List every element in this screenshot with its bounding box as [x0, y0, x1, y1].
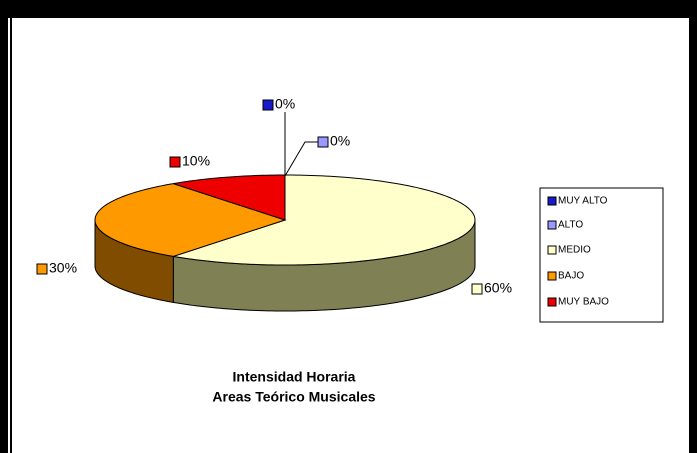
slice [173, 174, 286, 221]
legend-swatch [547, 245, 557, 255]
legend-swatch [547, 297, 557, 307]
data-label: 10% [182, 153, 210, 169]
legend-label: MUY BAJO [558, 297, 609, 308]
label-swatch [169, 156, 181, 168]
data-label: 30% [49, 260, 77, 276]
legend-label: BAJO [558, 271, 584, 282]
leader-line [284, 141, 318, 177]
label-swatch [262, 99, 274, 111]
legend-label: MEDIO [558, 245, 591, 256]
legend-box [539, 187, 664, 323]
legend-swatch [547, 196, 557, 206]
legend-label: MUY ALTO [558, 196, 608, 207]
frame-left-inner [10, 18, 12, 453]
legend-swatch [547, 271, 557, 281]
slice [173, 174, 476, 266]
data-label: 60% [484, 280, 512, 296]
slice [94, 183, 287, 257]
chart-title: Areas Teórico Musicales [212, 389, 375, 405]
chart-title: Intensidad Horaria [233, 369, 356, 385]
frame-left [0, 0, 8, 453]
label-swatch [317, 136, 329, 148]
frame-top [0, 0, 697, 18]
label-swatch [36, 263, 48, 275]
frame-right [689, 0, 697, 453]
data-label: 0% [275, 96, 295, 112]
legend-swatch [547, 220, 557, 230]
label-swatch [471, 283, 483, 295]
data-label: 0% [330, 133, 350, 149]
legend-label: ALTO [558, 220, 583, 231]
